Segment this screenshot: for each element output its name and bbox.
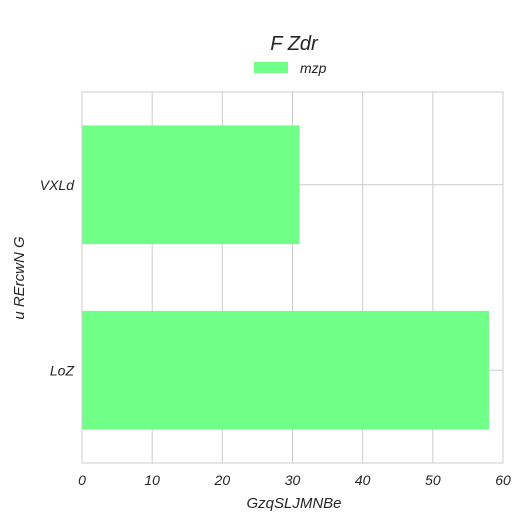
legend: mzp xyxy=(254,60,327,76)
chart-title: F Zdr xyxy=(270,33,319,55)
x-tick-label: 30 xyxy=(285,472,301,488)
x-tick-label: 60 xyxy=(495,472,511,488)
x-axis-label: GzqSLJMNBe xyxy=(246,495,341,512)
bar-vxld xyxy=(82,125,300,245)
x-tick-label: 20 xyxy=(214,472,231,488)
x-tick-label: 10 xyxy=(144,472,160,488)
x-tick-label: 0 xyxy=(78,472,86,488)
x-tick-label: 40 xyxy=(355,472,371,488)
bars xyxy=(82,125,489,430)
y-tick-label: VXLd xyxy=(40,177,75,193)
x-tick-label: 50 xyxy=(425,472,441,488)
y-axis-label: u RErcwN G xyxy=(11,236,28,320)
tick-labels: 0 10 20 30 40 50 60 LoZ VXLd xyxy=(40,177,511,488)
plot-frame xyxy=(81,91,504,464)
legend-swatch xyxy=(254,62,288,73)
bar-loz xyxy=(82,310,489,430)
y-tick-label: LoZ xyxy=(50,362,75,378)
legend-label: mzp xyxy=(300,60,327,76)
